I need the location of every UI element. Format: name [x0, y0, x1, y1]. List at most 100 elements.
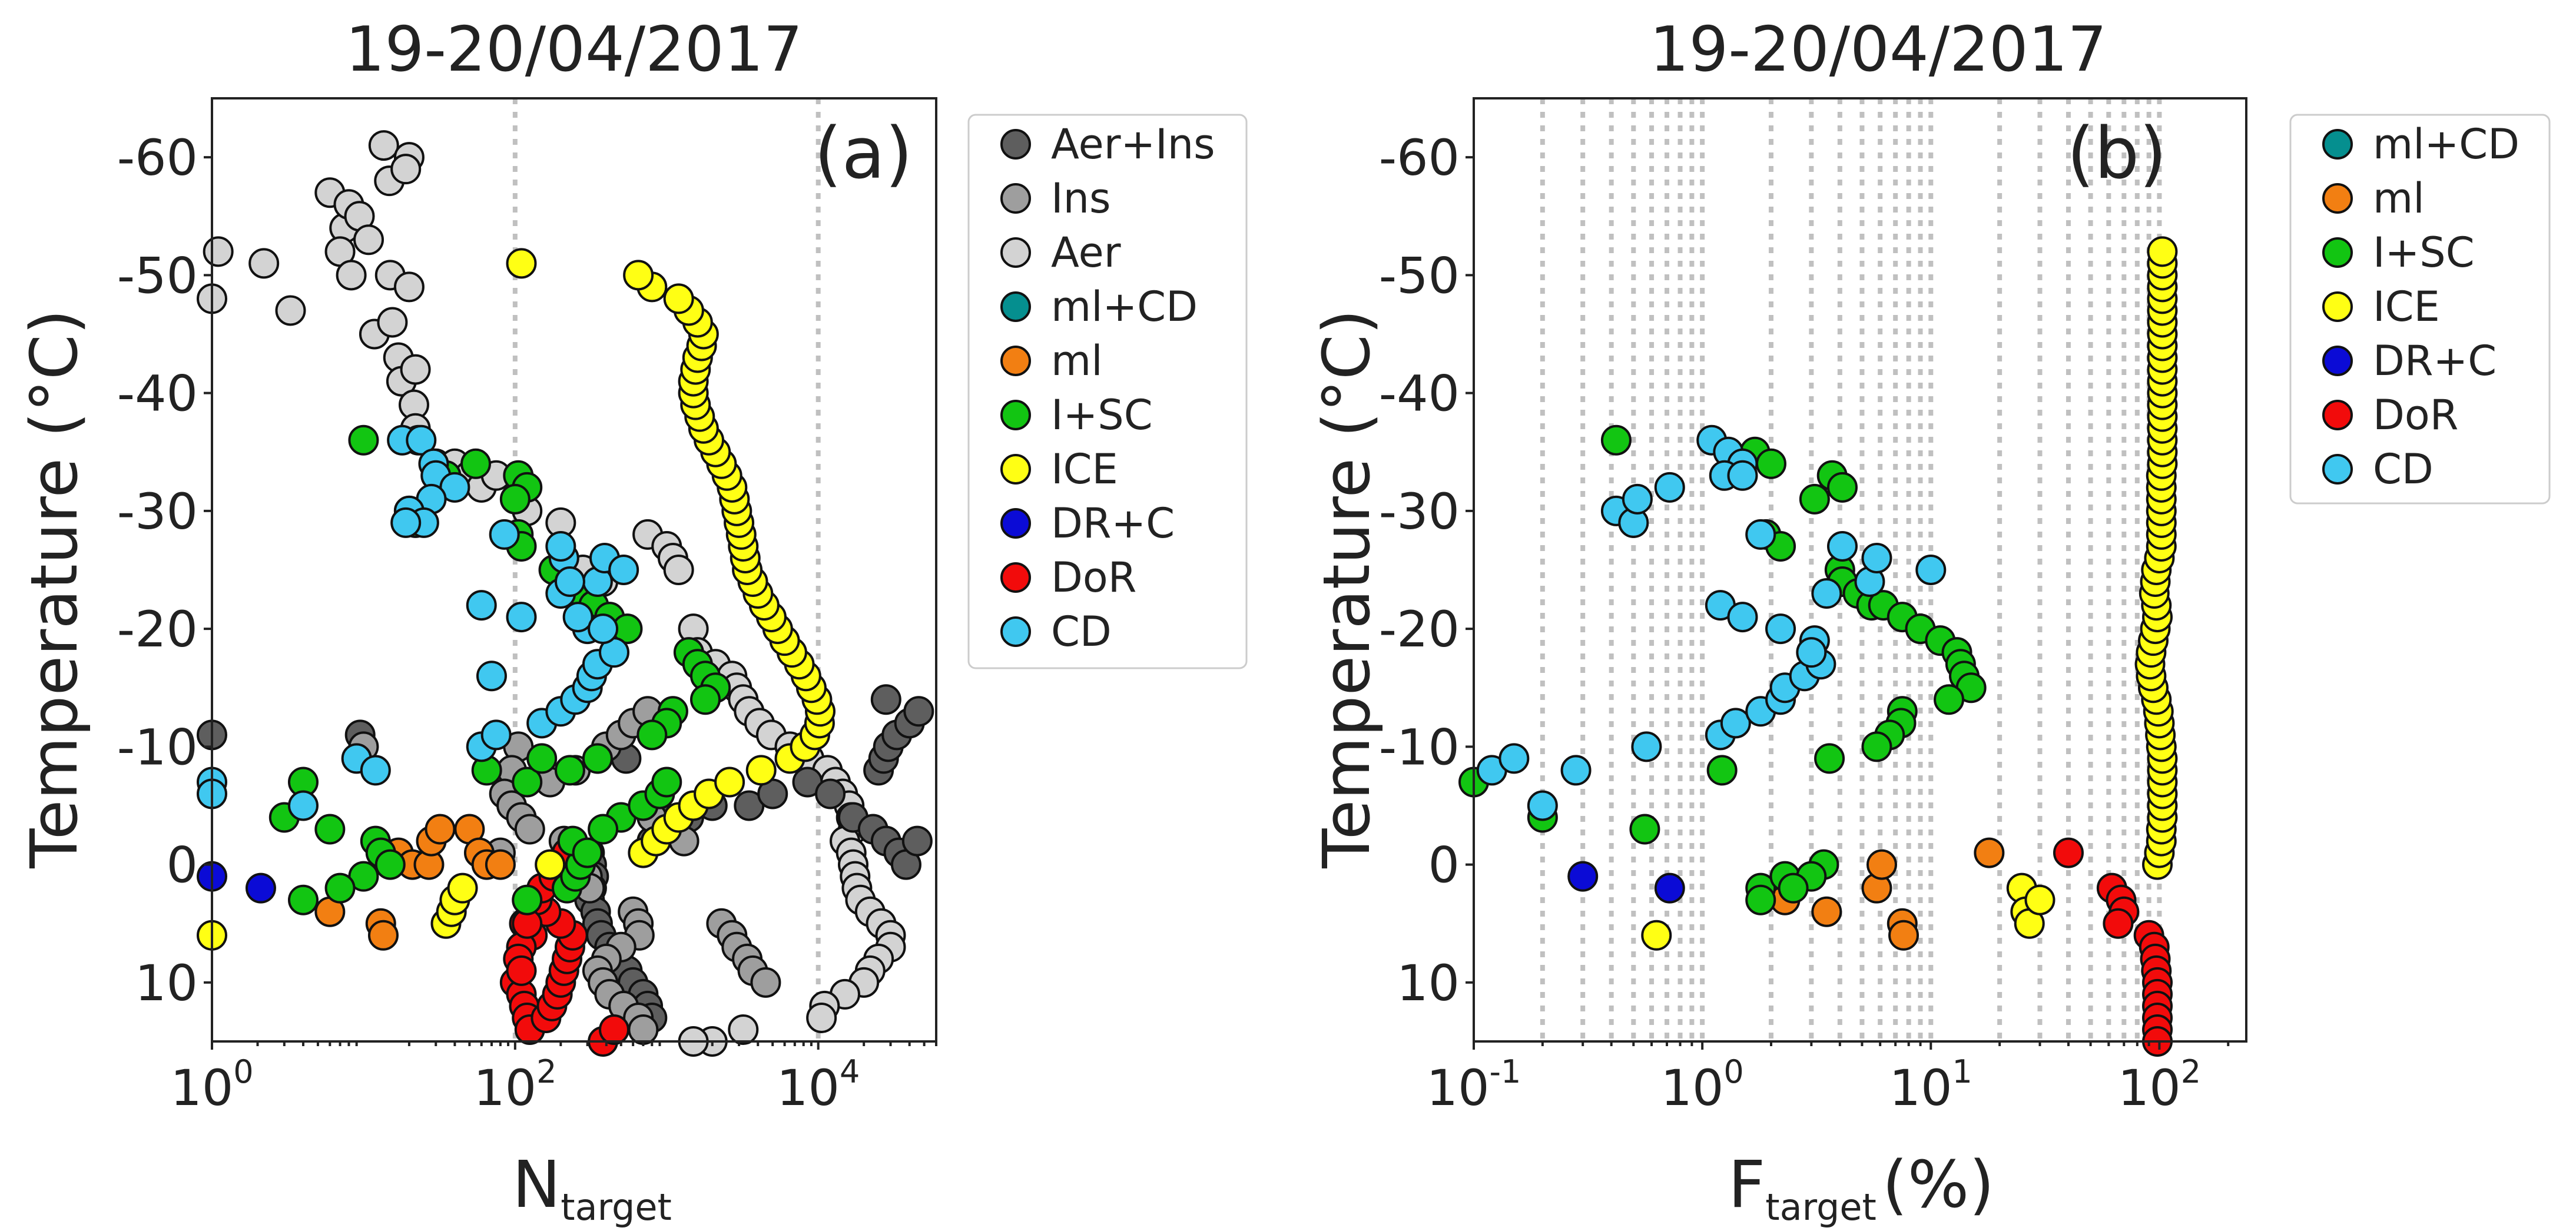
legend-marker-ml-cd — [1000, 291, 1031, 322]
point-aer — [336, 260, 367, 291]
point-i-sc — [1826, 472, 1858, 503]
point-cd — [1654, 472, 1685, 503]
point-cd — [1745, 519, 1776, 550]
y-tick-label: -30 — [117, 483, 198, 540]
panel-a-y-ticks: -60 -50 -40 -30 -20 -10 0 10 — [117, 129, 212, 1012]
x-tick-base: 10 — [777, 1059, 840, 1117]
point-i-sc — [499, 483, 531, 515]
point-cd — [287, 790, 319, 821]
legend-marker-dor — [2322, 400, 2353, 430]
point-dor — [2103, 908, 2134, 939]
point-ml — [1974, 837, 2005, 868]
point-ice — [535, 849, 566, 880]
panel-b-xlabel-suffix: (%) — [1882, 1147, 1994, 1222]
y-tick-label: -40 — [117, 365, 198, 423]
point-cd — [476, 661, 507, 692]
legend-marker-dor — [1000, 562, 1031, 593]
y-tick-label: -60 — [1379, 129, 1460, 187]
legend-label-dor: DoR — [2373, 391, 2458, 439]
point-i-sc — [651, 767, 682, 798]
point-cd — [1498, 743, 1530, 774]
point-ins — [628, 1014, 659, 1045]
panel-a-xlabel-sub: target — [561, 1186, 672, 1229]
point-i-sc — [348, 424, 379, 456]
y-tick-label: -50 — [1379, 247, 1460, 304]
point-cd — [562, 602, 594, 633]
point-i-sc — [1799, 483, 1830, 515]
point-i-sc — [1778, 872, 1809, 904]
point-i-sc — [572, 837, 603, 868]
point-i-sc — [287, 884, 319, 915]
point-aer-ins — [901, 825, 933, 857]
panel-a-points — [197, 130, 934, 1057]
point-cd — [1796, 637, 1827, 668]
y-tick-label: 0 — [1428, 837, 1460, 894]
point-ml — [367, 920, 399, 951]
legend-label-ml-cd: ml+CD — [2373, 120, 2519, 168]
x-tick-exponent: -1 — [1490, 1053, 1521, 1090]
point-aer — [248, 248, 280, 279]
y-tick-label: -40 — [1379, 365, 1460, 423]
point-ml — [425, 814, 456, 845]
point-i-sc — [314, 814, 346, 845]
legend-marker-aer — [1000, 237, 1031, 268]
point-i-sc — [1745, 884, 1776, 915]
panel-b-y-ticks: -60 -50 -40 -30 -20 -10 0 10 — [1379, 129, 1474, 1012]
panel-b-title: 19-20/04/2017 — [1650, 14, 2107, 85]
point-aer — [368, 130, 399, 161]
point-i-sc — [512, 767, 543, 798]
legend-label-ice: ICE — [1051, 445, 1118, 493]
x-tick-base: 10 — [1889, 1059, 1952, 1117]
point-i-sc — [636, 719, 668, 751]
point-aer — [275, 295, 306, 326]
legend-label-ice: ICE — [2373, 283, 2440, 331]
panel-b-ylabel: Temperature (°C) — [1309, 309, 1384, 868]
point-aer — [377, 307, 408, 338]
x-tick-base: 10 — [170, 1059, 233, 1117]
point-cd — [554, 566, 585, 598]
point-i-sc — [526, 743, 558, 774]
y-tick-label: -20 — [1379, 600, 1460, 658]
point-i-sc — [1755, 448, 1786, 479]
point-ice — [2147, 236, 2178, 267]
point-cd — [1811, 578, 1842, 609]
point-i-sc — [1934, 684, 1965, 715]
point-cd — [1826, 530, 1858, 562]
point-dr-c — [245, 872, 276, 904]
x-tick-base: 10 — [473, 1059, 536, 1117]
point-i-sc — [1861, 731, 1892, 762]
panel-a-title: 19-20/04/2017 — [346, 14, 803, 85]
point-ice — [714, 767, 745, 798]
point-ml — [1811, 896, 1842, 927]
legend-marker-aer-ins — [1000, 129, 1031, 160]
y-tick-label: 10 — [135, 954, 198, 1012]
y-tick-label: -30 — [1379, 483, 1460, 540]
x-tick-base: 10 — [2118, 1059, 2181, 1117]
x-tick-label: 102 — [2118, 1053, 2201, 1117]
legend-label-ml: ml — [2373, 174, 2425, 223]
legend-marker-cd — [1000, 616, 1031, 647]
x-tick-label: 101 — [1889, 1053, 1972, 1117]
legend-label-ml-cd: ml+CD — [1051, 283, 1198, 331]
point-cd — [360, 755, 391, 786]
point-cd — [480, 719, 512, 751]
point-i-sc — [1814, 743, 1845, 774]
point-aer-ins — [903, 696, 934, 727]
point-dr-c — [1654, 872, 1685, 904]
point-i-sc — [460, 448, 492, 479]
panel-a-legend: Aer+Ins Ins Aer ml+CD ml I+SC ICE DR+C DoR CD — [967, 114, 1248, 669]
panel-b-legend-box — [2289, 114, 2551, 505]
panel-a-xlabel: Ntarget — [512, 1147, 672, 1229]
point-cd — [406, 424, 437, 456]
x-tick-label: 100 — [170, 1053, 253, 1117]
point-ice — [1641, 920, 1672, 951]
point-i-sc — [582, 743, 613, 774]
point-cd — [608, 555, 639, 585]
panel-a-xlabel-main: N — [512, 1147, 561, 1222]
point-ins — [750, 967, 781, 998]
point-dr-c — [1567, 861, 1599, 892]
point-aer — [393, 271, 425, 303]
point-cd — [1727, 460, 1758, 491]
point-aer — [663, 555, 694, 585]
point-aer — [390, 154, 422, 185]
